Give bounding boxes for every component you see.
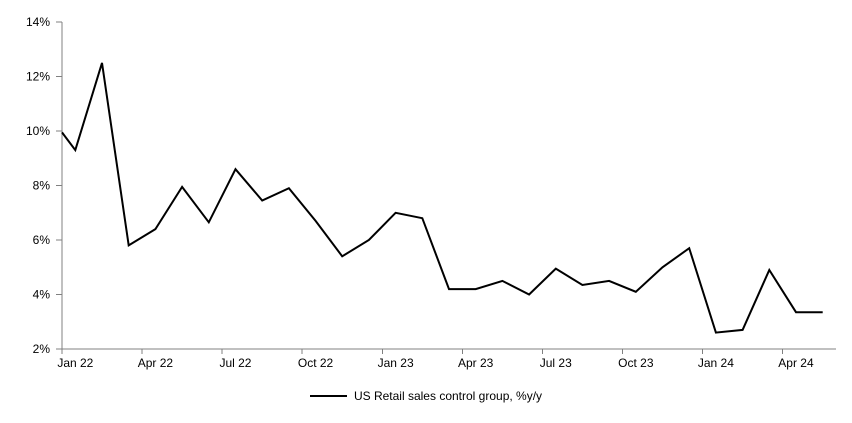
y-tick-label: 10%	[26, 124, 50, 138]
y-tick-label: 6%	[33, 233, 51, 247]
x-tick-label: Oct 22	[298, 356, 334, 370]
x-tick-label: Oct 23	[618, 356, 654, 370]
y-tick-label: 8%	[33, 179, 51, 193]
series-line-us-retail-control-group	[61, 62, 823, 334]
x-tick-label: Jan 24	[698, 356, 734, 370]
x-tick-label: Jul 23	[540, 356, 572, 370]
legend-line-marker-icon	[309, 395, 347, 397]
x-tick-label: Apr 24	[778, 356, 814, 370]
y-tick-label: 4%	[33, 288, 51, 302]
x-tick-label: Jul 22	[219, 356, 251, 370]
line-chart-plot: 2% 4% 6% 8% 10% 12% 14% Jan 22 Apr 22 Jul 22 Oct 2…	[26, 15, 836, 370]
y-tick-label: 12%	[26, 70, 50, 84]
x-tick-label: Jan 23	[378, 356, 414, 370]
x-tick-label: Apr 23	[458, 356, 494, 370]
legend-label: US Retail sales control group, %y/y	[353, 389, 543, 403]
legend: US Retail sales control group, %y/y	[0, 389, 852, 403]
y-tick-label: 14%	[26, 15, 50, 29]
y-tick-label: 2%	[33, 342, 51, 356]
x-tick-label: Jan 22	[57, 356, 93, 370]
x-tick-label: Apr 22	[138, 356, 174, 370]
